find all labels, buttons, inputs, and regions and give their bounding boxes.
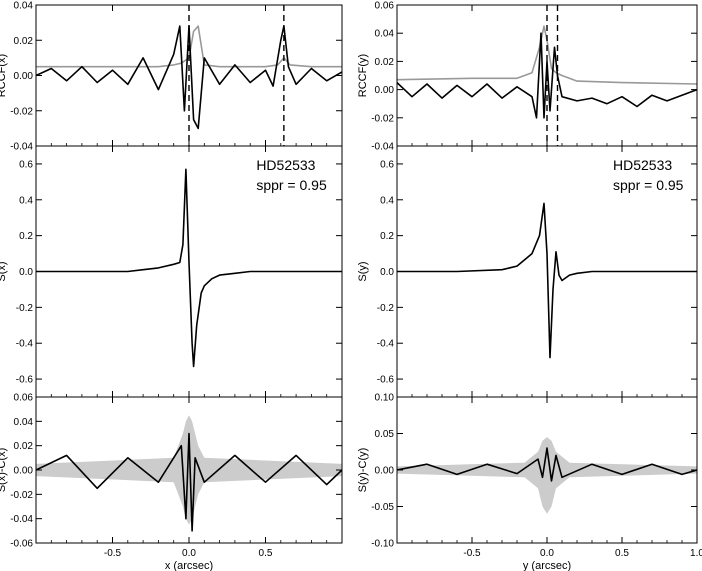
series-line-1 xyxy=(397,202,697,359)
y-tick-label: 0.00 xyxy=(375,466,395,477)
y-tick-label: -0.6 xyxy=(377,375,395,386)
y-tick-label: 0.04 xyxy=(14,1,34,12)
x-tick-label: -0.5 xyxy=(463,548,481,559)
y-tick-label: -0.06 xyxy=(10,539,33,550)
y-tick-label: -0.02 xyxy=(371,113,394,124)
y-tick-label: 0.02 xyxy=(375,57,395,68)
plot-area xyxy=(397,202,697,359)
y-tick-label: 0.6 xyxy=(19,159,33,170)
chart-panel-4: 0.06 0.04 0.02 0.00 -0.02 -0.04 RCCF(y) xyxy=(357,1,698,153)
plot-area xyxy=(397,437,697,514)
y-tick-label: -0.05 xyxy=(371,502,394,513)
y-axis-label: S(y)-C(y) xyxy=(357,448,369,493)
chart-panel-3: 0.06 0.04 0.02 0.00 -0.02 -0.04 -0.06 -0.5 0.0 0.… xyxy=(0,393,343,571)
y-tick-label: 0.2 xyxy=(19,231,33,242)
chart-panel-1: 0.04 0.02 0.00 -0.02 -0.04 RCCF(x) xyxy=(0,1,343,153)
y-tick-label: -0.6 xyxy=(16,375,34,386)
y-tick-label: 0.02 xyxy=(14,36,34,47)
y-tick-label: -0.2 xyxy=(377,303,395,314)
y-tick-label: 0.2 xyxy=(380,231,394,242)
y-tick-label: 0.6 xyxy=(380,159,394,170)
y-tick-label: -0.4 xyxy=(377,339,395,350)
series-line-2 xyxy=(397,32,697,119)
x-tick-label: 0.0 xyxy=(540,548,554,559)
series-line-2 xyxy=(397,447,697,482)
chart-panel-2: 0.6 0.4 0.2 0.0 -0.2 -0.4 -0.6 S(x) HD52533 sppr … xyxy=(0,145,343,398)
y-tick-label: -0.2 xyxy=(16,303,34,314)
x-tick-label: 0.5 xyxy=(259,548,273,559)
y-tick-label: -0.4 xyxy=(16,339,34,350)
x-tick-label: -0.5 xyxy=(104,548,122,559)
annotation-text: sppr = 0.95 xyxy=(613,177,684,193)
y-tick-label: 0.06 xyxy=(375,1,395,12)
plot-area xyxy=(36,25,342,130)
y-axis-label: RCCF(x) xyxy=(0,54,8,97)
y-tick-label: -0.02 xyxy=(10,106,33,117)
y-tick-label: 0.02 xyxy=(14,441,34,452)
y-tick-label: -0.02 xyxy=(10,490,33,501)
y-axis-label: RCCF(y) xyxy=(357,54,369,97)
x-axis-label: y (arcsec) xyxy=(523,560,571,571)
annotation-text: HD52533 xyxy=(613,157,672,173)
y-axis-label: S(x)-C(x) xyxy=(0,448,8,493)
y-tick-label: 0.00 xyxy=(14,466,34,477)
y-tick-label: 0.00 xyxy=(375,85,395,96)
y-tick-label: 0.4 xyxy=(19,195,33,206)
y-tick-label: -0.04 xyxy=(10,142,33,153)
x-tick-label: 0.0 xyxy=(182,548,196,559)
y-axis-label: S(x) xyxy=(0,261,8,281)
y-tick-label: 0.4 xyxy=(380,195,394,206)
y-tick-label: 0.06 xyxy=(14,393,34,404)
y-tick-label: 0.0 xyxy=(19,267,33,278)
y-tick-label: -0.04 xyxy=(371,142,394,153)
y-axis-label: S(y) xyxy=(357,261,369,281)
y-tick-label: 0.05 xyxy=(375,429,395,440)
y-tick-label: 0.04 xyxy=(14,417,34,428)
y-tick-label: -0.04 xyxy=(10,514,33,525)
chart-panel-6: 0.10 0.05 0.00 -0.05 -0.10 -0.5 0.0 0.5 1.0 y (ar… xyxy=(357,393,702,571)
x-tick-label: 1.0 xyxy=(690,548,702,559)
y-tick-label: 0.0 xyxy=(380,267,394,278)
y-tick-label: 0.10 xyxy=(375,393,395,404)
x-axis-label: x (arcsec) xyxy=(165,560,213,571)
y-tick-label: 0.04 xyxy=(375,29,395,40)
annotation-text: HD52533 xyxy=(256,157,315,173)
uncertainty-band xyxy=(36,415,342,525)
y-tick-label: 0.00 xyxy=(14,71,34,82)
series-line-1 xyxy=(36,168,342,368)
series-line-2 xyxy=(36,432,342,532)
plot-area xyxy=(36,168,342,368)
annotation-text: sppr = 0.95 xyxy=(256,177,327,193)
y-tick-label: -0.10 xyxy=(371,539,394,550)
x-tick-label: 0.5 xyxy=(615,548,629,559)
series-line-2 xyxy=(36,25,342,130)
chart-panel-5: 0.6 0.4 0.2 0.0 -0.2 -0.4 -0.6 S(y) HD52533 sppr … xyxy=(357,145,698,398)
uncertainty-band xyxy=(397,437,697,514)
plot-area xyxy=(36,415,342,532)
